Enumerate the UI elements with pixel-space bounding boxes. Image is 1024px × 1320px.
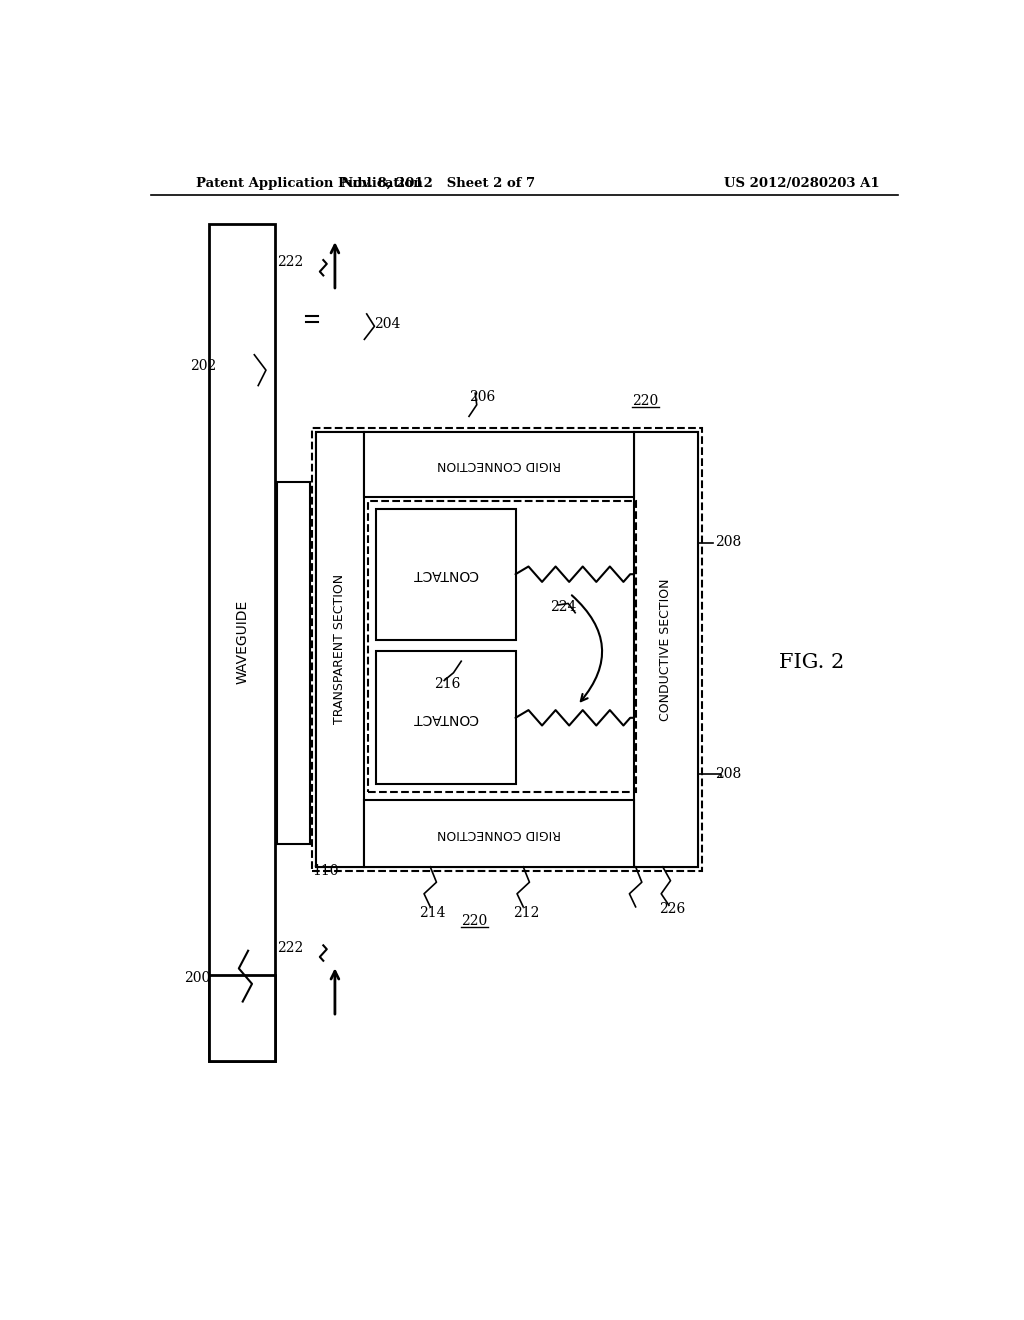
Text: 222: 222: [276, 941, 303, 954]
Bar: [365, 800, 634, 867]
Text: US 2012/0280203 A1: US 2012/0280203 A1: [724, 177, 880, 190]
Text: RIGID CONNECTION: RIGID CONNECTION: [437, 458, 561, 471]
Text: 226: 226: [658, 902, 685, 916]
Text: 202: 202: [190, 359, 216, 374]
Text: 208: 208: [716, 535, 741, 549]
FancyArrowPatch shape: [571, 595, 602, 701]
Text: 220: 220: [632, 393, 658, 408]
Bar: [315, 432, 697, 867]
Bar: [209, 974, 275, 1061]
Bar: [209, 224, 275, 1061]
Text: CONDUCTIVE SECTION: CONDUCTIVE SECTION: [659, 578, 673, 721]
Text: 110: 110: [312, 863, 339, 878]
Text: RIGID CONNECTION: RIGID CONNECTION: [437, 826, 561, 840]
Text: CONTACT: CONTACT: [413, 710, 478, 725]
Text: CONTACT: CONTACT: [413, 568, 478, 581]
Bar: [369, 502, 636, 792]
Text: 204: 204: [375, 317, 400, 331]
Text: 206: 206: [469, 391, 496, 404]
Bar: [276, 482, 310, 843]
Text: 200: 200: [183, 972, 210, 986]
Text: 222: 222: [276, 255, 303, 269]
Text: 214: 214: [419, 906, 445, 920]
Bar: [376, 651, 515, 784]
Text: Nov. 8, 2012   Sheet 2 of 7: Nov. 8, 2012 Sheet 2 of 7: [341, 177, 536, 190]
Text: 216: 216: [434, 677, 461, 690]
Text: 212: 212: [513, 906, 540, 920]
Text: 208: 208: [716, 767, 741, 781]
Bar: [311, 428, 701, 871]
Text: 224: 224: [550, 599, 577, 614]
Bar: [315, 432, 365, 867]
Text: FIG. 2: FIG. 2: [779, 653, 844, 672]
Bar: [634, 432, 697, 867]
Text: 220: 220: [461, 913, 487, 928]
Text: TRANSPARENT SECTION: TRANSPARENT SECTION: [334, 574, 346, 725]
Bar: [376, 508, 515, 640]
Text: Patent Application Publication: Patent Application Publication: [197, 177, 423, 190]
Text: WAVEGUIDE: WAVEGUIDE: [236, 601, 249, 685]
Bar: [365, 432, 634, 498]
